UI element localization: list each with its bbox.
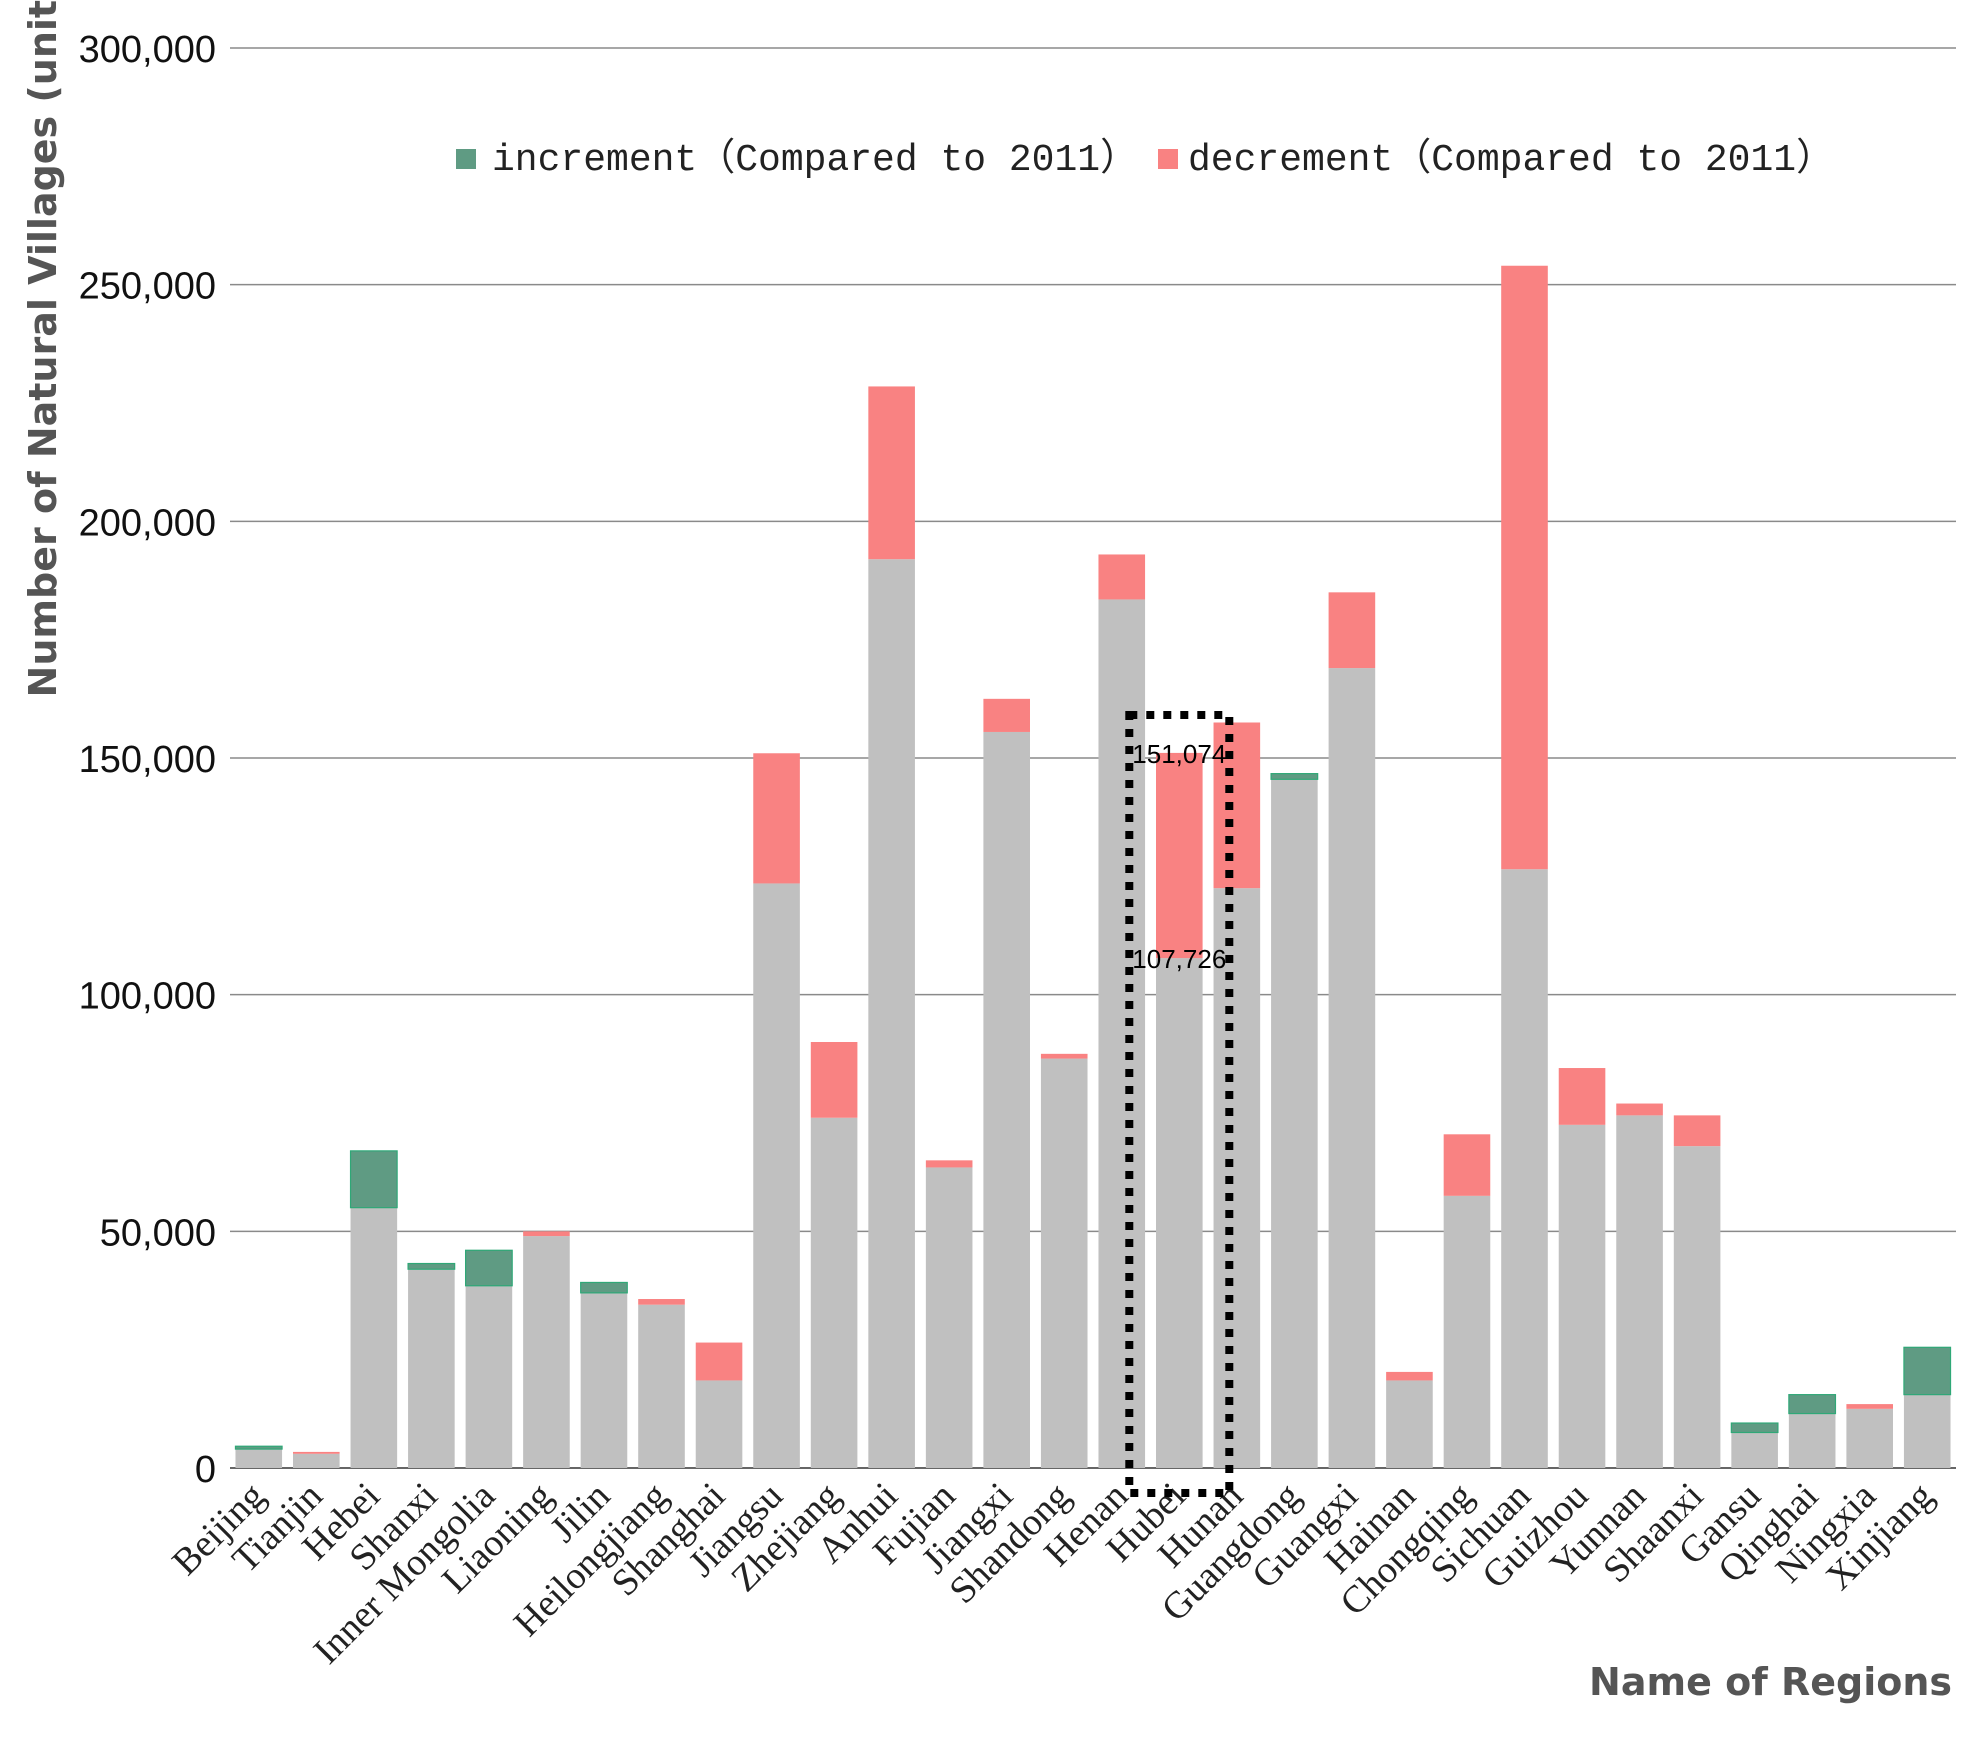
bar-base bbox=[408, 1269, 455, 1468]
bar-base bbox=[810, 1117, 858, 1468]
bar-base bbox=[1271, 779, 1318, 1468]
bar-base bbox=[638, 1304, 685, 1468]
legend-swatch-increment bbox=[456, 149, 476, 169]
bar-base bbox=[1040, 1058, 1088, 1468]
bar-increment bbox=[464, 1249, 513, 1287]
bar-decrement bbox=[925, 1160, 973, 1168]
bar-decrement bbox=[1616, 1103, 1663, 1116]
bar-increment bbox=[234, 1445, 283, 1450]
bar-base bbox=[1903, 1394, 1951, 1468]
bar-base bbox=[868, 559, 915, 1468]
y-tick-label: 0 bbox=[195, 1449, 216, 1491]
bar-base bbox=[235, 1449, 283, 1468]
bar-base bbox=[350, 1207, 398, 1468]
bar-base bbox=[1443, 1195, 1491, 1468]
y-tick-label: 200,000 bbox=[79, 502, 216, 544]
bar-increment bbox=[1788, 1394, 1837, 1415]
bar-base bbox=[580, 1292, 628, 1468]
bar-decrement bbox=[1673, 1115, 1721, 1147]
bar-decrement bbox=[1386, 1371, 1433, 1381]
x-axis-title: Name of Regions bbox=[1589, 1660, 1952, 1704]
bar-base bbox=[925, 1167, 973, 1468]
bar-decrement bbox=[292, 1451, 340, 1454]
bars bbox=[234, 265, 1952, 1468]
bar-decrement bbox=[810, 1042, 858, 1118]
y-tick-label: 300,000 bbox=[79, 29, 216, 71]
bar-increment bbox=[1270, 773, 1319, 780]
bar-base bbox=[983, 731, 1031, 1468]
bar-decrement bbox=[1328, 592, 1376, 669]
bar-decrement bbox=[1558, 1068, 1606, 1125]
bar-decrement bbox=[1501, 265, 1548, 870]
bar-base bbox=[1213, 888, 1261, 1468]
legend-label-increment: increment（Compared to 2011） bbox=[492, 137, 1138, 182]
bar-increment bbox=[1903, 1346, 1952, 1396]
bar-base bbox=[465, 1285, 513, 1468]
y-tick-label: 150,000 bbox=[79, 739, 216, 781]
bar-decrement bbox=[1098, 554, 1146, 600]
bar-decrement bbox=[1846, 1404, 1894, 1409]
bar-decrement bbox=[1213, 722, 1261, 889]
legend: increment（Compared to 2011） decrement（Co… bbox=[456, 137, 1834, 182]
bar-decrement bbox=[1040, 1053, 1088, 1059]
bar-decrement bbox=[868, 386, 915, 560]
bar-base bbox=[1673, 1146, 1721, 1468]
legend-label-decrement: decrement（Compared to 2011） bbox=[1188, 137, 1834, 182]
bar-decrement bbox=[1155, 752, 1203, 959]
bar-decrement bbox=[695, 1342, 743, 1381]
bar-base bbox=[1788, 1413, 1836, 1468]
bar-base bbox=[753, 883, 800, 1468]
y-axis-title: Number of Natural Villages (unit) bbox=[21, 0, 65, 697]
y-tick-label: 250,000 bbox=[79, 266, 216, 308]
bar-base bbox=[1501, 869, 1548, 1468]
bar-decrement bbox=[1443, 1134, 1491, 1196]
bar-decrement bbox=[523, 1231, 570, 1237]
legend-swatch-decrement bbox=[1158, 149, 1178, 169]
bar-base bbox=[695, 1380, 743, 1468]
bar-decrement bbox=[983, 698, 1031, 732]
y-tick-labels: 0 50,000 100,000 150,000 200,000 250,000 300,0… bbox=[79, 29, 216, 1491]
bar-decrement bbox=[638, 1299, 685, 1305]
bar-base bbox=[1386, 1380, 1433, 1468]
bar-base bbox=[1846, 1408, 1894, 1468]
gridlines bbox=[230, 47, 1956, 1469]
bar-base bbox=[1328, 668, 1376, 1468]
bar-increment bbox=[580, 1281, 628, 1294]
y-tick-label: 100,000 bbox=[79, 976, 216, 1018]
annotation-label: 151,074 bbox=[1132, 739, 1226, 769]
bar-decrement bbox=[753, 753, 800, 884]
annotations: 151,074 107,726 bbox=[1125, 711, 1234, 1497]
bar-base bbox=[292, 1453, 340, 1468]
bar-increment bbox=[407, 1262, 456, 1270]
bar-base bbox=[1155, 958, 1203, 1468]
y-tick-label: 50,000 bbox=[100, 1212, 216, 1254]
highlight-box bbox=[1125, 711, 1234, 1497]
bar-base bbox=[1616, 1115, 1663, 1468]
bar-increment bbox=[1730, 1422, 1779, 1434]
annotation-label: 107,726 bbox=[1132, 944, 1226, 974]
bar-base bbox=[1558, 1124, 1606, 1468]
bar-base bbox=[1731, 1432, 1778, 1468]
bar-base bbox=[1098, 599, 1146, 1468]
bar-base bbox=[523, 1236, 570, 1468]
bar-increment bbox=[349, 1150, 398, 1209]
